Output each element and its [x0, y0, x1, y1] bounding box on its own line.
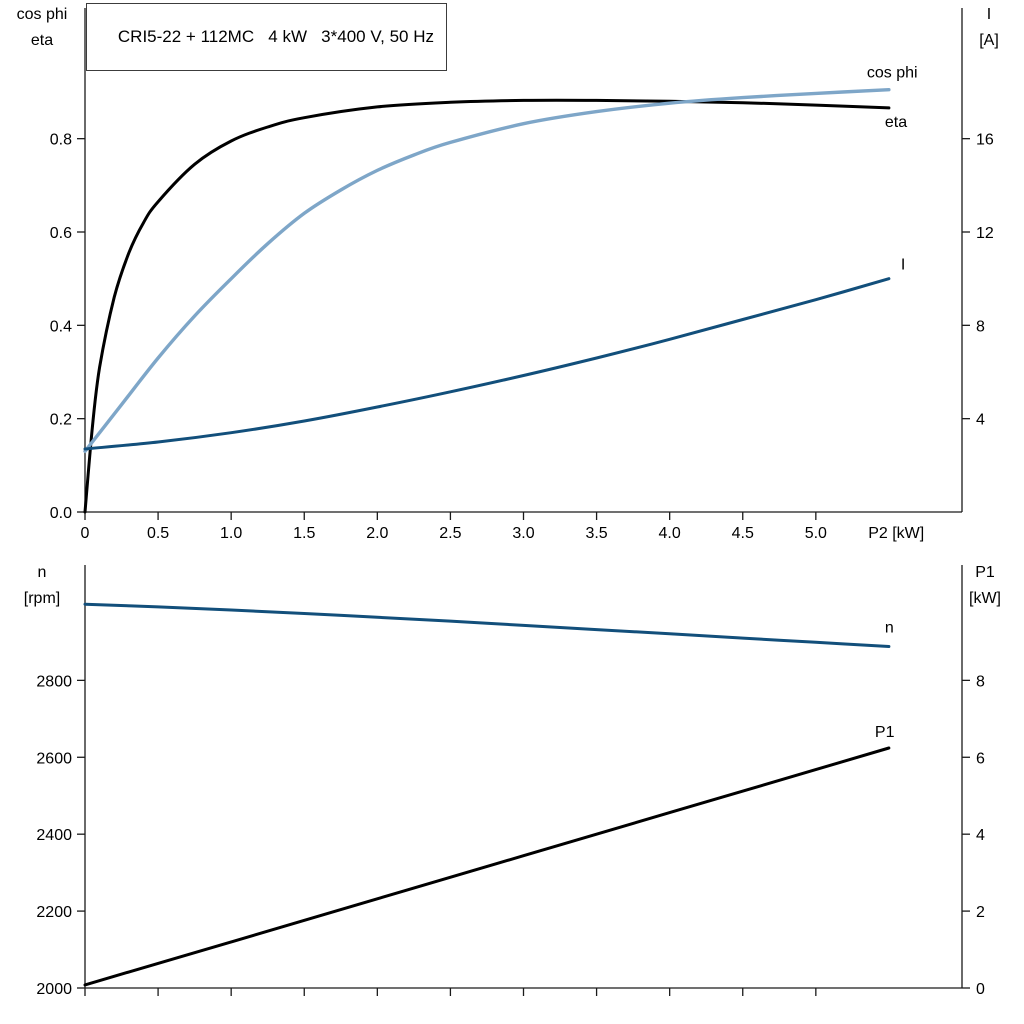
- speed-power-axes: 2000 2200 2400 2600 2800 0 2 4 6 8: [36, 565, 985, 998]
- i-curve-label: I: [901, 257, 905, 274]
- left-tick-label: 2000: [36, 981, 72, 998]
- cos-phi-axis-label: cos phi: [16, 6, 68, 23]
- x-tick-label: 3.5: [585, 525, 607, 542]
- x-tick-label: 1.5: [293, 525, 315, 542]
- x-tick-label: 1.0: [220, 525, 242, 542]
- x-tick-label: 2.0: [366, 525, 388, 542]
- chart-title-box: CRI5-22 + 112MC 4 kW 3*400 V, 50 Hz: [86, 3, 447, 71]
- eta-axis-label: eta: [30, 32, 54, 49]
- left-tick-label: 0.2: [50, 412, 72, 429]
- left-tick-label: 0.6: [50, 225, 72, 242]
- bottom-left-axis-title: n [rpm]: [2, 560, 82, 612]
- right-tick-label: 4: [976, 412, 985, 429]
- cos-phi-curve: [83, 88, 891, 453]
- left-tick-label: 2600: [36, 750, 72, 767]
- left-tick-label: 0.4: [50, 318, 72, 335]
- p1-curve: [83, 746, 891, 987]
- left-tick-label: 0.8: [50, 132, 72, 149]
- x-tick-label: 5.0: [805, 525, 827, 542]
- n-curve-label: n: [885, 620, 894, 637]
- i-curve: [83, 277, 891, 451]
- right-tick-label: 0: [976, 981, 985, 998]
- motor-performance-axes: 0.0 0.2 0.4 0.6 0.8 4 8 12 16 0 0.5 1.0 1.5 2.0 2.5 3.0…: [50, 8, 994, 542]
- chart-title: CRI5-22 + 112MC 4 kW 3*400 V, 50 Hz: [117, 27, 434, 46]
- bottom-right-axis-title: P1 [kW]: [950, 560, 1020, 612]
- left-tick-label: 0.0: [50, 505, 72, 522]
- x-tick-label: 0.5: [147, 525, 169, 542]
- right-tick-label: 16: [976, 132, 994, 149]
- speed-power-plot: 2000 2200 2400 2600 2800 0 2 4 6 8 n P1: [36, 565, 985, 998]
- x-tick-label: 3.0: [512, 525, 534, 542]
- motor-performance-plot: 0.0 0.2 0.4 0.6 0.8 4 8 12 16 0 0.5 1.0 1.5 2.0 2.5 3.0…: [50, 8, 994, 542]
- right-tick-label: 8: [976, 318, 985, 335]
- right-tick-label: 12: [976, 225, 994, 242]
- x-tick-label: 2.5: [439, 525, 461, 542]
- top-right-axis-title: I [A]: [958, 2, 1020, 54]
- x-axis-unit-label: P2 [kW]: [868, 525, 924, 542]
- right-tick-label: 8: [976, 673, 985, 690]
- ampere-unit-label: [A]: [979, 32, 999, 49]
- left-tick-label: 2400: [36, 827, 72, 844]
- p1-curve-label: P1: [875, 724, 895, 741]
- left-tick-label: 2800: [36, 673, 72, 690]
- eta-curve-label: eta: [885, 114, 907, 131]
- x-tick-label: 0: [81, 525, 90, 542]
- n-curve: [83, 602, 891, 648]
- speed-axis-label: n: [37, 564, 47, 581]
- eta-curve: [83, 98, 891, 514]
- current-axis-label: I: [986, 6, 992, 23]
- top-left-axis-title: cos phi eta: [2, 2, 82, 54]
- rpm-unit-label: [rpm]: [23, 590, 61, 607]
- x-tick-label: 4.5: [732, 525, 754, 542]
- cos-phi-curve-label: cos phi: [867, 65, 918, 82]
- left-tick-label: 2200: [36, 904, 72, 921]
- right-tick-label: 2: [976, 904, 985, 921]
- x-tick-label: 4.0: [659, 525, 681, 542]
- right-tick-label: 4: [976, 827, 985, 844]
- p1-axis-label: P1: [975, 564, 995, 581]
- kw-unit-label: [kW]: [969, 590, 1001, 607]
- right-tick-label: 6: [976, 750, 985, 767]
